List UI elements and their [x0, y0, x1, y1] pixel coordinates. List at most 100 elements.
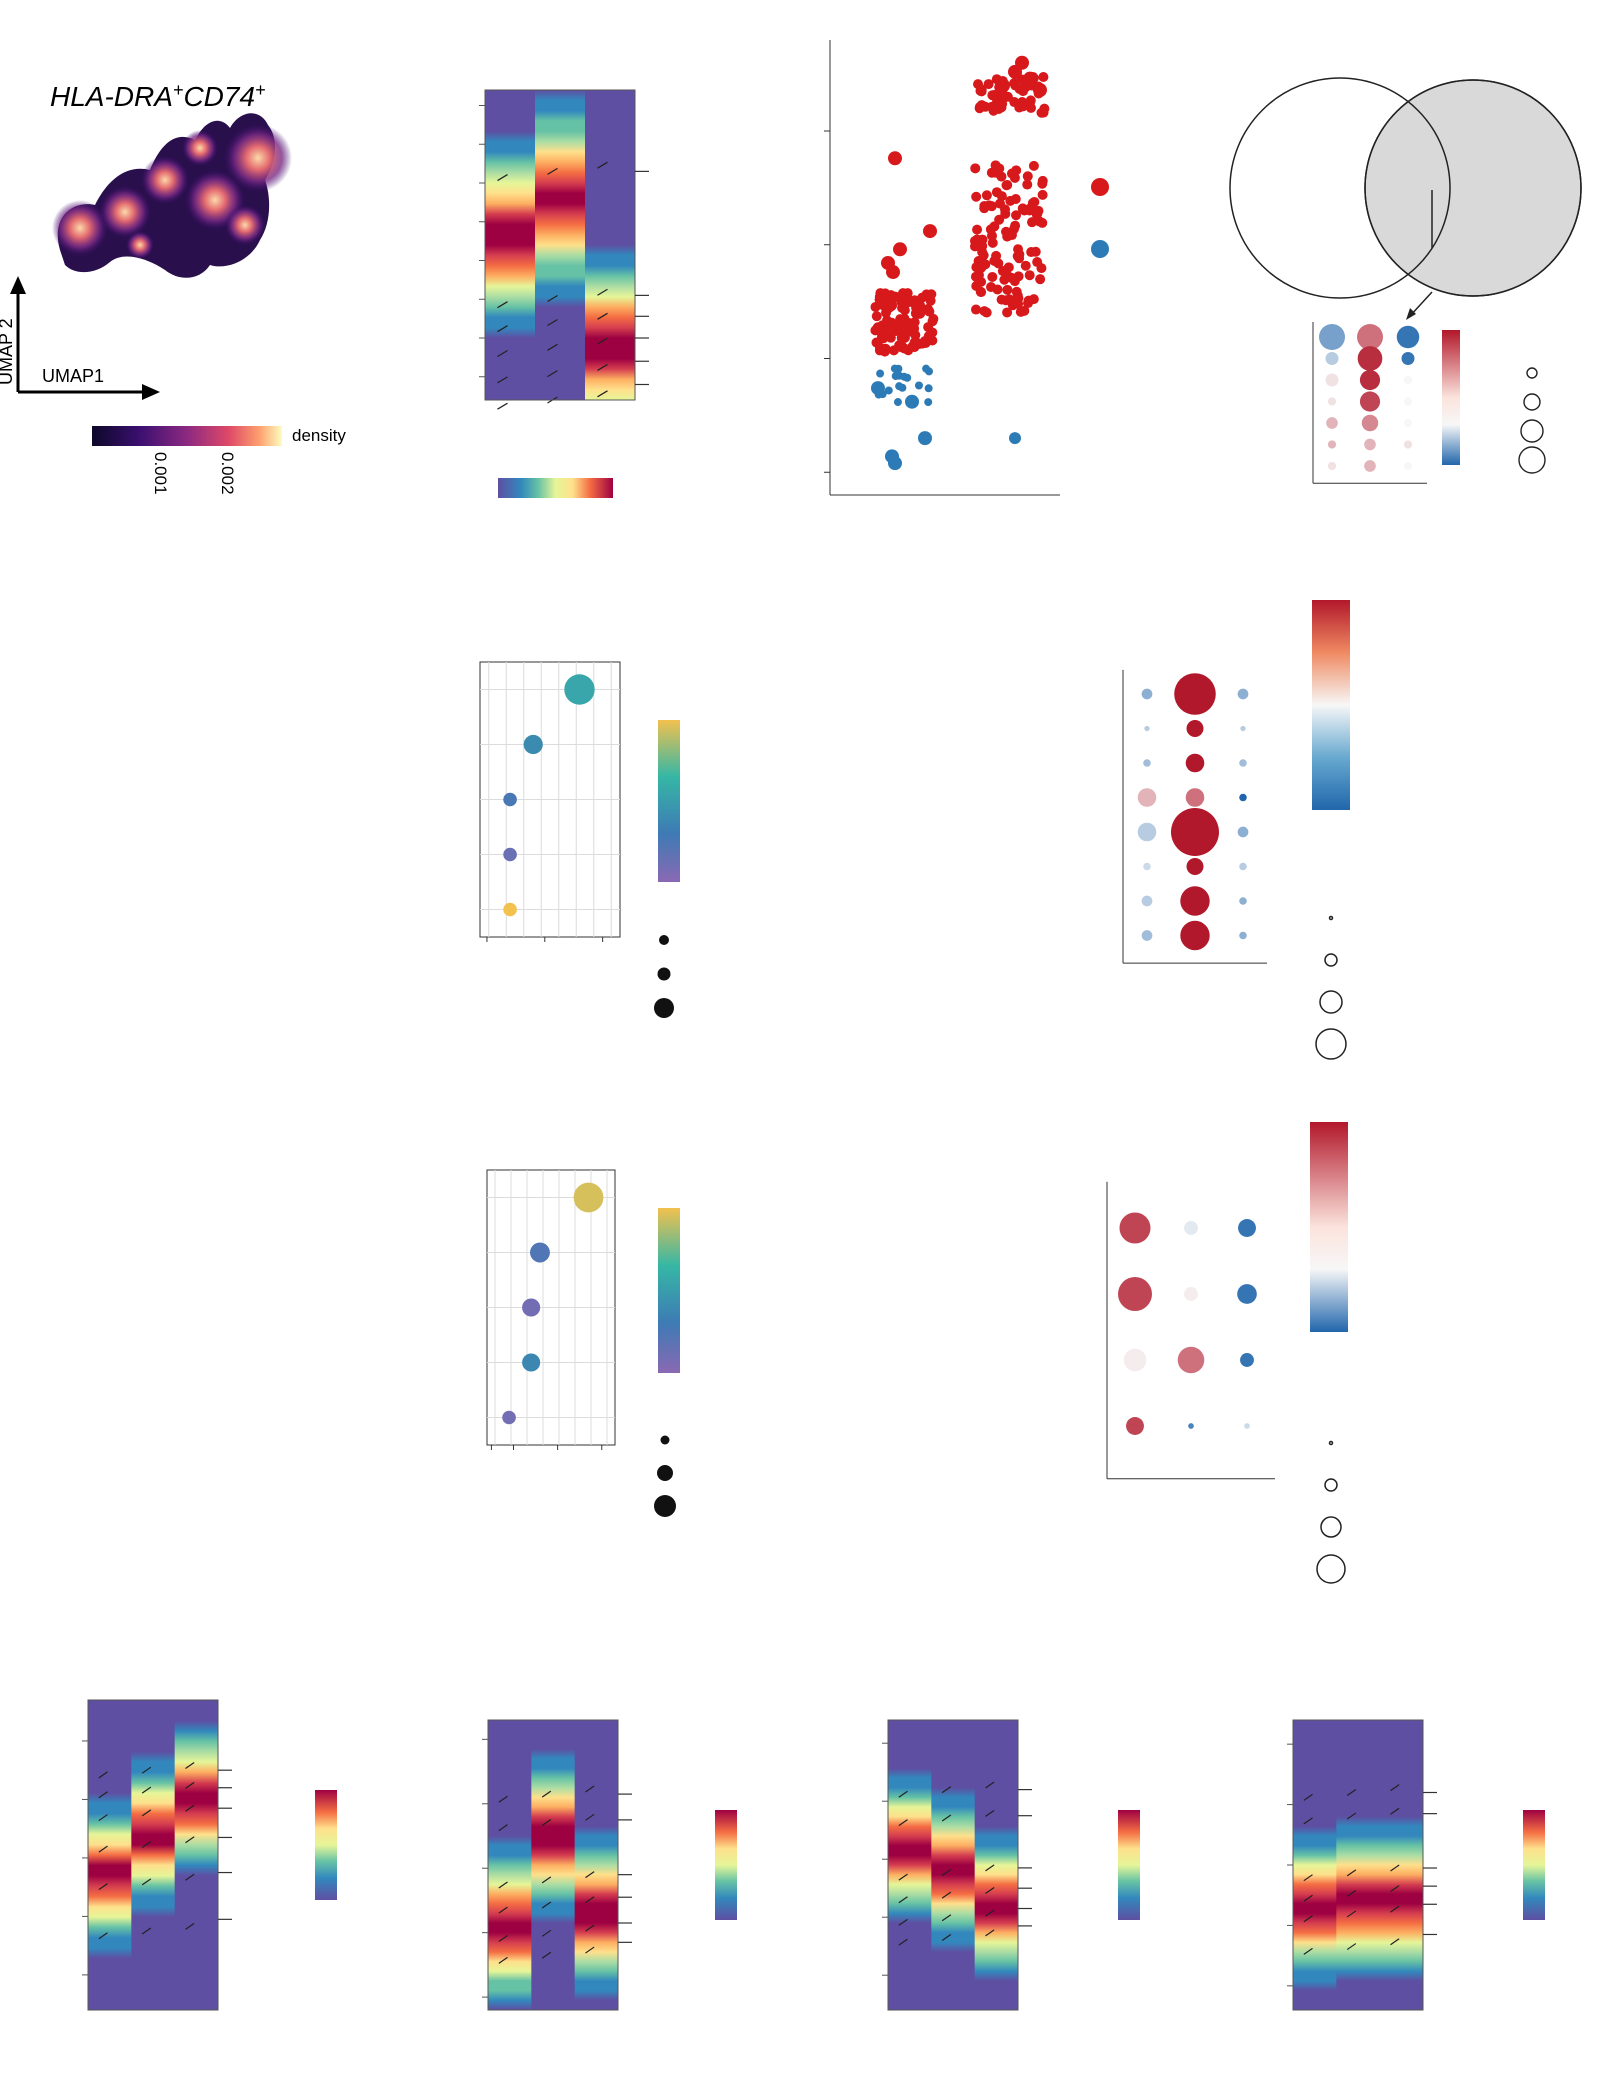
ridge-density-column-mild — [535, 90, 586, 400]
ridge-segment-mark — [141, 1840, 152, 1848]
scatter-point-up — [1028, 160, 1039, 171]
dotplot-dot — [1401, 352, 1415, 365]
scatter-point-up — [898, 332, 909, 343]
scatter-point-up — [1019, 305, 1030, 316]
scatter-point-up — [985, 224, 996, 235]
dotplot-dot — [1239, 931, 1247, 940]
dotplot-dot — [1396, 325, 1420, 349]
scatter-point-up — [910, 336, 921, 347]
ridge-segment-mark — [185, 1762, 195, 1770]
bubble-size-legend-key — [654, 1495, 676, 1517]
dotplot-dot — [1327, 397, 1337, 406]
scatter-point-up — [1020, 260, 1031, 271]
ridge-segment-mark — [497, 402, 508, 410]
dotplot-dot — [1361, 414, 1379, 432]
ridge-segment-mark — [597, 288, 608, 296]
ridge-segment-mark — [498, 1881, 508, 1889]
ae-colorbar — [1312, 600, 1350, 810]
ridge-density-column-mild — [531, 1720, 576, 2010]
scatter-point-up — [871, 311, 882, 322]
scatter-point-up — [1014, 249, 1025, 260]
umap-ylabel: UMAP 2 — [0, 318, 16, 385]
scatter-point-up — [971, 280, 982, 291]
ridge-segment-mark — [985, 1929, 995, 1937]
scatter-point-up — [1001, 226, 1012, 237]
ridge-segment-mark — [597, 363, 608, 371]
ridge-segment-mark — [541, 1929, 552, 1937]
ridge-segment-mark — [1303, 1915, 1313, 1923]
pct-legend-key — [1320, 1516, 1342, 1538]
ridge-segment-mark — [547, 167, 558, 175]
ridge-frame — [887, 1719, 1019, 2011]
ridge-segment-mark — [985, 1909, 995, 1917]
labeled-point — [1015, 55, 1029, 70]
dotplot-dot — [1180, 886, 1210, 916]
ridge-segment-mark — [585, 1813, 595, 1821]
scatter-point-up — [1031, 209, 1042, 220]
scatter-point-up — [976, 234, 987, 245]
scatter-point-up — [990, 160, 1001, 171]
ridge-segment-mark — [941, 1914, 952, 1922]
scatter-point-up — [970, 163, 981, 174]
scatter-point-down — [898, 383, 907, 392]
dotplot-dot — [1240, 725, 1246, 732]
dotplot-dot — [1174, 673, 1216, 715]
ridge-segment-mark — [498, 1824, 508, 1832]
ridge-density-column-mild — [1336, 1720, 1381, 2010]
umap-title: HLA-DRA+CD74+ — [50, 80, 266, 112]
dotplot-dot — [1357, 324, 1383, 350]
dotplot-dot — [1177, 1346, 1205, 1374]
scatter-point-up — [1013, 271, 1024, 282]
venn-mild-outline — [1364, 79, 1582, 297]
umap-title-part: HLA-DRA — [50, 81, 173, 112]
scatter-point-up — [987, 237, 998, 248]
pct-legend-key — [1315, 1028, 1347, 1060]
ridge-segment-mark — [541, 1790, 552, 1798]
dotplot-dot — [1364, 460, 1376, 472]
ridge-segment-mark — [498, 1956, 508, 1964]
ridge-segment-mark — [1303, 1874, 1313, 1882]
pct-legend-key — [1324, 953, 1338, 967]
scatter-point-up — [976, 100, 987, 111]
panel-b-ridge — [479, 89, 649, 498]
ridge-segment-mark — [541, 1876, 552, 1884]
scatter-point-up — [972, 224, 983, 235]
panel-i-ridges — [82, 1699, 1545, 2011]
scatter-point-up — [1014, 102, 1025, 113]
labeled-point — [1023, 71, 1037, 86]
bubble-point — [503, 847, 517, 862]
bubble-point — [503, 902, 517, 917]
pct-legend-key — [1526, 367, 1538, 379]
dotplot-dot — [1244, 1423, 1250, 1429]
scatter-point-up — [1011, 210, 1022, 221]
dotplot-dot — [1237, 1284, 1257, 1304]
ridge-density-column-severe — [574, 1720, 619, 2010]
scatter-point-up — [917, 292, 928, 303]
scatter-point-up — [1002, 307, 1013, 318]
ridge-segment-mark — [597, 390, 608, 398]
ridge-segment-mark — [1346, 1943, 1357, 1951]
ridge-segment-mark — [898, 1873, 908, 1881]
ridge-frame — [487, 1719, 619, 2011]
scatter-point-up — [1025, 102, 1036, 113]
dotplot-dot — [1239, 759, 1247, 767]
umap-legend-title: density — [292, 426, 346, 445]
labeled-point — [923, 224, 937, 239]
ridge-segment-mark — [585, 1871, 595, 1879]
dotplot-dot — [1403, 461, 1413, 471]
ridge-segment-mark — [1390, 1807, 1400, 1815]
labeled-point — [871, 381, 885, 396]
ridge-density-column-mild — [931, 1720, 976, 2010]
dotplot-dot — [1144, 725, 1150, 732]
scatter-point-up — [1010, 220, 1021, 231]
dotplot-dot — [1137, 788, 1157, 807]
scatter-point-up — [890, 322, 901, 333]
ridge-colorbar — [1118, 1810, 1140, 1920]
dotplot-dot — [1403, 440, 1413, 449]
ridge-segment-mark — [185, 1781, 195, 1789]
venn-mild-circle — [1364, 79, 1582, 297]
scatter-point-up — [1022, 171, 1033, 182]
scatter-point-up — [888, 345, 899, 356]
scatter-point-up — [1019, 205, 1030, 216]
